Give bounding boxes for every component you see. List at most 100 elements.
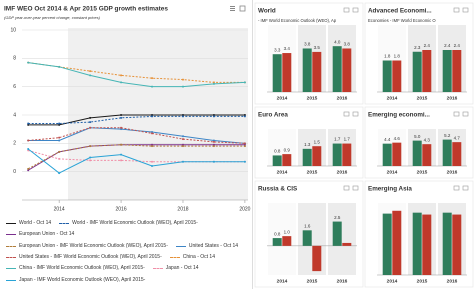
legend-item[interactable]: Japan - Oct 14 [152, 265, 199, 276]
bar [382, 143, 392, 166]
bar [312, 245, 322, 272]
y-tick-label: 0 [13, 169, 16, 175]
point [27, 123, 30, 126]
point [27, 122, 30, 125]
value-label: 4.7 [454, 135, 461, 140]
value-label: 2.5 [334, 215, 341, 220]
series-line [28, 127, 245, 144]
legend-label: World - Oct 14 [19, 220, 52, 226]
bar [452, 214, 462, 275]
x-tick-label: 2016 [337, 95, 348, 101]
bar [412, 140, 422, 166]
value-label: 1.7 [344, 137, 351, 142]
point [181, 85, 184, 88]
icon[interactable] [239, 5, 246, 12]
legend-swatch [175, 245, 186, 247]
menu-icon [343, 185, 350, 191]
x-tick-label: 2015 [307, 278, 318, 284]
bar [442, 212, 452, 275]
x-tick-label: 2015 [417, 169, 428, 175]
point [27, 169, 30, 172]
value-label: 1.3 [304, 142, 311, 147]
x-tick-label: 2016 [447, 169, 458, 175]
forecast-shade [68, 28, 248, 200]
value-label: 0.9 [284, 147, 291, 152]
point [151, 85, 154, 88]
series-line [27, 144, 245, 170]
chart-title: IMF WEO Oct 2014 & Apr 2015 GDP growth e… [4, 6, 168, 13]
value-label: 0.8 [274, 149, 281, 154]
bar [332, 46, 342, 92]
legend-item[interactable]: China - Oct 14 [169, 254, 215, 265]
point [89, 126, 92, 129]
bar [342, 48, 352, 92]
x-tick-label: 2015 [307, 169, 318, 175]
chart-subtitle: (GDP year-over-year percent change, cons… [4, 15, 101, 20]
y-tick-label: 10 [10, 27, 16, 33]
x-tick-label: 2015 [417, 95, 428, 101]
legend-item[interactable]: United States - Oct 14 [175, 242, 239, 254]
series-line [28, 149, 245, 163]
point [243, 145, 246, 148]
value-label: 3.8 [304, 42, 311, 47]
point [243, 142, 246, 145]
value-label: 1.8 [384, 54, 391, 59]
series-line [28, 115, 245, 124]
value-label: 3.4 [284, 46, 291, 51]
value-label: 4.4 [384, 137, 391, 142]
bar [302, 230, 312, 246]
point [151, 132, 154, 135]
x-tick-label: 2020 [239, 206, 250, 212]
value-label: 1.7 [334, 137, 341, 142]
legend-item[interactable]: European Union - IMF World Economic Outl… [6, 243, 168, 254]
legend-item[interactable]: China - IMF World Economic Outlook (WEO)… [6, 265, 145, 276]
point [212, 145, 215, 148]
legend-swatch [6, 234, 16, 236]
bar [302, 48, 312, 92]
value-label: 3.3 [274, 47, 281, 52]
bar [272, 155, 282, 166]
value-label: 2.3 [414, 45, 421, 50]
panel-subtitle: Economies - IMF World Economic O [368, 18, 436, 23]
point [151, 165, 154, 167]
expand-icon [352, 185, 359, 191]
x-tick-label: 2016 [116, 206, 127, 212]
series-line [28, 62, 245, 83]
panel-title: World [258, 8, 276, 15]
x-tick-label: 2018 [177, 206, 188, 212]
legend-item[interactable]: European Union - Oct 14 [6, 231, 74, 242]
value-label: 2.4 [424, 43, 431, 48]
value-label: 1.6 [304, 224, 311, 229]
legend-label: European Union - IMF World Economic Outl… [19, 242, 168, 249]
legend-item[interactable]: United States - IMF World Economic Outlo… [6, 254, 162, 265]
point [27, 167, 30, 170]
value-label: 0.8 [274, 231, 281, 236]
y-tick-label: 8 [13, 56, 16, 62]
x-tick-label: 2016 [337, 169, 348, 175]
icon [230, 10, 235, 11]
bar [282, 53, 292, 92]
bar [442, 50, 452, 92]
bar [342, 242, 352, 246]
x-tick-label: 2016 [447, 95, 458, 101]
panel-title: Advanced Economi... [368, 8, 432, 15]
menu-icon [343, 111, 350, 117]
series-line [27, 144, 245, 171]
point [58, 122, 61, 125]
legend-item[interactable]: World - IMF World Economic Outlook (WEO)… [59, 220, 198, 231]
legend-item[interactable]: Japan - IMF World Economic Outlook (WEO)… [6, 277, 145, 288]
point [89, 156, 92, 159]
series-line [27, 148, 245, 174]
legend-item[interactable]: World - Oct 14 [6, 220, 51, 231]
value-label: 1.0 [284, 229, 291, 234]
value-label: 5.2 [444, 133, 451, 138]
legend-label: United States - Oct 14 [188, 242, 239, 249]
bar [332, 143, 342, 166]
category-band [378, 25, 406, 92]
bar [422, 50, 432, 92]
legend-swatch [6, 256, 16, 258]
point [243, 114, 246, 116]
bar [412, 51, 422, 92]
point [151, 145, 154, 148]
point [181, 145, 184, 148]
